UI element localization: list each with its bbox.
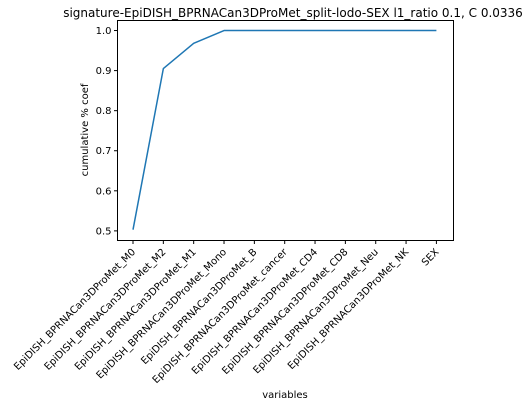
x-axis-label: variables [262, 390, 308, 401]
y-tick-label: 0.5 [96, 226, 112, 237]
x-tick-label: SEX [420, 247, 442, 269]
series-line [132, 29, 437, 230]
y-tick-label: 0.6 [96, 186, 112, 197]
y-tick-label: 0.9 [96, 66, 112, 77]
series-line-group [132, 29, 437, 230]
y-tick-label: 1.0 [96, 26, 112, 37]
y-axis: 0.5 0.6 0.7 0.8 0.9 1.0 [96, 26, 118, 237]
plot-area [117, 20, 454, 241]
x-axis: EpiDISH_BPRNACan3DProMet_M0EpiDISH_BPRNA… [12, 240, 442, 386]
y-tick-label: 0.8 [96, 106, 112, 117]
chart-title: signature-EpiDISH_BPRNACan3DProMet_split… [63, 6, 522, 20]
y-tick-label: 0.7 [96, 146, 112, 157]
y-axis-label: cumulative % coef [80, 83, 91, 176]
